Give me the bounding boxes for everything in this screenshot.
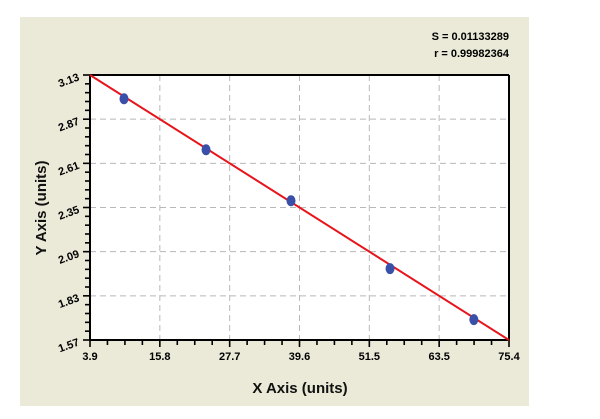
x-tick-label: 63.5: [428, 351, 449, 363]
x-tick-label: 39.6: [289, 351, 310, 363]
stat-r: r = 0.99982364: [434, 48, 510, 60]
data-point: [385, 263, 395, 275]
series: [89, 74, 510, 341]
stat-s: S = 0.01133289: [432, 31, 509, 43]
x-tick-label: 15.8: [149, 351, 170, 363]
ticks: [83, 74, 510, 347]
x-axis-title: X Axis (units): [252, 380, 347, 397]
data-point: [201, 144, 211, 156]
x-tick-label: 27.7: [219, 351, 240, 363]
x-tick-label: 51.5: [359, 351, 380, 363]
y-axis-title: Y Axis (units): [33, 160, 50, 255]
data-point: [286, 195, 296, 207]
data-point: [469, 314, 479, 326]
x-tick-labels: 3.9 15.8 27.7 39.6 51.5 63.5 75.4: [82, 351, 520, 363]
fit-line: [89, 74, 510, 341]
x-tick-label: 3.9: [82, 351, 97, 363]
data-point: [119, 93, 129, 105]
x-tick-label: 75.4: [498, 351, 520, 363]
